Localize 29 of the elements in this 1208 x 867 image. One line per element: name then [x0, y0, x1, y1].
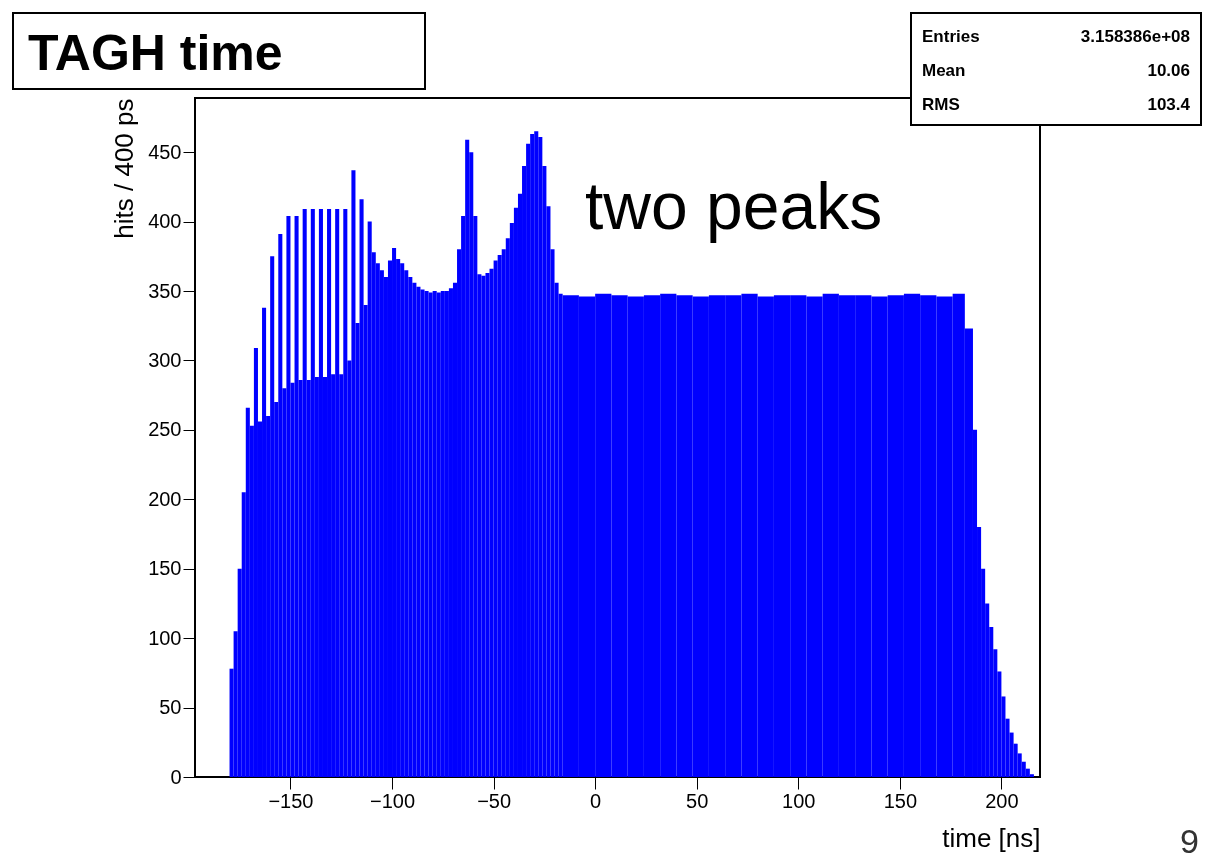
text: Mean	[922, 60, 966, 82]
x-tick-label: −150	[268, 789, 314, 812]
y-tick-label: 350	[148, 279, 182, 302]
y-tick-label: 450	[148, 140, 182, 163]
text: 10.06	[1147, 60, 1190, 82]
text: 9	[1180, 822, 1199, 861]
x-tick-label: 200	[985, 789, 1019, 812]
text: 3.158386e+08	[1080, 26, 1190, 48]
y-tick-label: 50	[159, 696, 182, 719]
y-tick-label: 150	[148, 557, 182, 580]
text: 103.4	[1147, 94, 1190, 116]
x-tick-label: −100	[370, 789, 416, 812]
y-tick-label: 400	[148, 210, 182, 233]
y-tick-label: 300	[148, 348, 182, 371]
x-tick-label: 0	[590, 789, 602, 812]
x-tick-label: −50	[477, 789, 512, 812]
text: Entries	[922, 26, 980, 48]
y-axis-title: hits / 400 ps	[109, 98, 140, 239]
x-tick-label: 100	[782, 789, 816, 812]
chart-title: TAGH time	[12, 12, 426, 90]
x-axis-title: time [ns]	[942, 822, 1041, 853]
annotation: two peaks	[585, 168, 883, 244]
annotation: RMS	[922, 94, 960, 116]
y-tick-label: 100	[148, 626, 182, 649]
x-tick-label: 50	[686, 789, 709, 812]
y-tick-label: 200	[148, 487, 182, 510]
y-tick-label: 0	[170, 765, 182, 788]
x-tick-label: 150	[883, 789, 918, 812]
y-tick-label: 250	[148, 418, 182, 441]
